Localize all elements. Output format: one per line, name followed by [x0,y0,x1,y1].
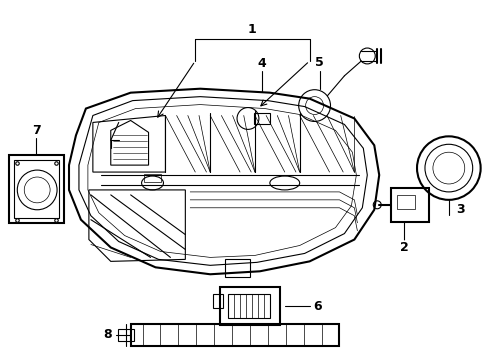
Bar [9,155,64,223]
Text: 7: 7 [32,124,41,137]
Bar [227,294,269,318]
Text: 3: 3 [455,203,464,216]
Bar [396,195,414,209]
Bar [130,324,339,346]
Bar [220,287,279,325]
Text: 2: 2 [399,241,407,254]
Bar [14,160,59,218]
Bar [118,329,133,341]
Text: 6: 6 [313,300,321,312]
Bar [253,113,269,125]
Text: 1: 1 [247,23,256,36]
Bar [143,174,161,182]
Text: 4: 4 [257,57,266,71]
Text: 5: 5 [315,57,323,69]
Bar [213,294,223,308]
Text: 8: 8 [103,328,112,341]
Bar [390,188,428,222]
Bar [224,260,249,277]
